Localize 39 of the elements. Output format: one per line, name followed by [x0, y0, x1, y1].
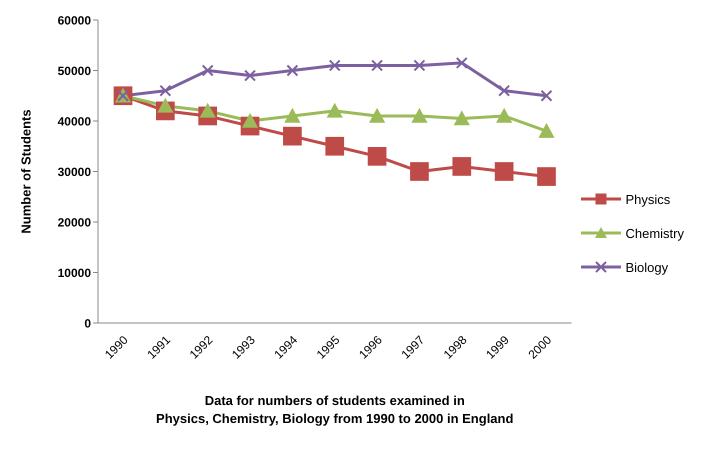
point [286, 64, 298, 76]
point [283, 126, 302, 146]
y-tick-label: 30000 [58, 164, 92, 179]
point [325, 136, 344, 156]
point [498, 84, 510, 97]
y-tick-label: 10000 [58, 266, 92, 280]
point [494, 162, 514, 181]
legend-label: Physics [625, 192, 670, 206]
point [413, 59, 426, 72]
point [242, 112, 258, 128]
y-axis-title: Number of Students [18, 109, 34, 234]
point [540, 90, 552, 102]
legend-label: Biology [625, 260, 668, 274]
point [496, 108, 512, 123]
point [157, 98, 174, 113]
y-tick-label: 50000 [58, 64, 92, 78]
point [200, 102, 216, 118]
point [368, 147, 386, 166]
point [328, 59, 341, 72]
point [452, 157, 472, 176]
point [456, 56, 468, 69]
point [411, 108, 428, 123]
point [454, 110, 470, 126]
point [410, 162, 429, 181]
point [202, 64, 214, 76]
point [326, 102, 343, 118]
y-tick-label: 40000 [58, 114, 92, 128]
point [371, 59, 384, 72]
x-axis-title: Data for numbers of students examined in Physics, Chemistry, Biology from 1990 to 2000 in England [156, 393, 514, 426]
point [244, 70, 256, 82]
point [538, 123, 555, 138]
y-tick-label: 20000 [58, 215, 92, 230]
y-tick-label: 0 [84, 316, 92, 330]
point [159, 84, 172, 97]
point [368, 108, 386, 123]
y-tick-label: 60000 [58, 13, 92, 28]
legend-label: Chemistry [625, 226, 684, 240]
point [284, 108, 300, 123]
point [537, 167, 556, 186]
